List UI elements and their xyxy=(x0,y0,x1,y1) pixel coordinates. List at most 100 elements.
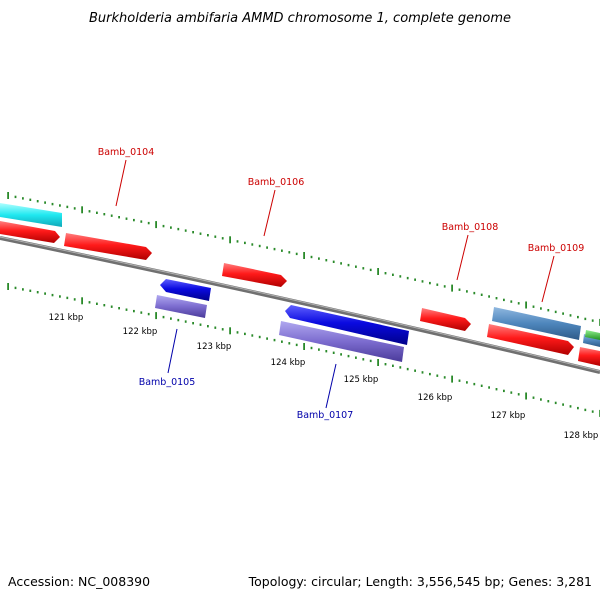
minor-tick xyxy=(214,235,217,238)
minor-tick xyxy=(392,364,394,367)
gene-arrow-0103[interactable] xyxy=(0,221,60,243)
rna-bar-bamb-0107[interactable] xyxy=(279,321,404,362)
minor-tick xyxy=(140,220,143,223)
minor-tick xyxy=(177,318,180,322)
minor-tick xyxy=(66,296,69,300)
minor-tick xyxy=(221,328,224,331)
minor-tick xyxy=(503,389,505,393)
minor-tick xyxy=(51,202,54,206)
minor-tick xyxy=(318,257,320,260)
minor-tick xyxy=(332,351,335,354)
major-tick xyxy=(81,206,83,214)
genome-summary-text: Topology: circular; Length: 3,556,545 bp… xyxy=(248,574,592,589)
label-bamb-0104[interactable]: Bamb_0104 xyxy=(98,147,155,158)
gene-arrow-0110[interactable] xyxy=(578,347,600,366)
genome-backbone-highlight xyxy=(0,236,600,372)
minor-tick xyxy=(347,263,350,267)
leader-bamb-0108 xyxy=(456,234,469,281)
major-tick xyxy=(303,252,305,259)
leader-bamb-0104 xyxy=(115,159,127,207)
minor-tick xyxy=(88,210,91,213)
minor-tick xyxy=(125,217,128,220)
minor-tick xyxy=(236,240,239,243)
minor-tick xyxy=(392,273,394,276)
minor-tick xyxy=(332,260,335,263)
major-tick xyxy=(229,327,231,335)
minor-tick xyxy=(384,272,387,275)
tick-label: 126 kbp xyxy=(418,393,453,403)
minor-tick xyxy=(73,207,76,210)
leader-bamb-0109 xyxy=(541,255,555,303)
genome-backbone xyxy=(0,236,600,374)
minor-tick xyxy=(584,408,587,412)
minor-tick xyxy=(458,379,461,382)
minor-tick xyxy=(443,285,446,288)
label-bamb-0107[interactable]: Bamb_0107 xyxy=(297,410,354,421)
minor-tick xyxy=(14,195,17,199)
minor-tick xyxy=(51,293,54,297)
minor-tick xyxy=(488,386,490,389)
forward-strand-features xyxy=(0,203,600,366)
minor-tick xyxy=(118,307,120,310)
tick-label: 121 kbp xyxy=(49,313,84,323)
minor-tick xyxy=(384,363,387,366)
gene-arrow-bamb-0107[interactable] xyxy=(285,305,409,345)
minor-tick xyxy=(369,268,372,272)
gene-arrow-bamb-0108[interactable] xyxy=(420,308,471,331)
label-bamb-0105[interactable]: Bamb_0105 xyxy=(139,377,196,388)
gene-arrow-bamb-0109[interactable] xyxy=(487,324,574,355)
minor-tick xyxy=(355,356,357,359)
minor-tick xyxy=(36,200,39,203)
gene-arrow-bamb-0104[interactable] xyxy=(64,233,152,260)
minor-tick xyxy=(170,317,172,320)
steel-feature[interactable] xyxy=(492,307,581,340)
minor-tick xyxy=(221,237,224,240)
minor-tick xyxy=(251,334,254,337)
gene-arrow-bamb-0105[interactable] xyxy=(160,279,211,301)
major-tick xyxy=(525,301,527,309)
minor-tick xyxy=(207,325,209,328)
minor-tick xyxy=(295,343,298,347)
major-tick xyxy=(155,221,157,229)
major-tick xyxy=(81,297,83,305)
minor-tick xyxy=(29,289,32,292)
minor-tick xyxy=(29,198,32,201)
minor-tick xyxy=(480,384,483,387)
minor-tick xyxy=(147,221,150,225)
minor-tick xyxy=(96,211,98,214)
leader-bamb-0106 xyxy=(263,189,276,237)
tick-labels: 121 kbp 122 kbp 123 kbp 124 kbp 125 kbp … xyxy=(49,313,599,441)
major-tick xyxy=(451,284,453,292)
gene-arrow-bamb-0106[interactable] xyxy=(222,263,287,287)
minor-tick xyxy=(103,213,106,216)
leader-bamb-0105 xyxy=(167,328,178,374)
rna-bar-bamb-0105[interactable] xyxy=(155,295,207,318)
minor-tick xyxy=(540,398,542,401)
minor-tick xyxy=(110,305,113,308)
label-bamb-0109[interactable]: Bamb_0109 xyxy=(528,243,585,254)
cyan-feature[interactable] xyxy=(0,203,62,227)
minor-tick xyxy=(547,309,550,312)
label-bamb-0106[interactable]: Bamb_0106 xyxy=(248,177,305,188)
minor-tick xyxy=(399,366,402,369)
minor-tick xyxy=(251,243,254,246)
minor-tick xyxy=(288,342,291,345)
major-tick xyxy=(7,192,9,199)
tick-label: 128 kbp xyxy=(564,431,599,441)
leader-bamb-0107 xyxy=(325,363,337,409)
minor-tick xyxy=(140,311,143,314)
minor-tick xyxy=(436,283,439,286)
minor-tick xyxy=(170,226,172,229)
minor-tick xyxy=(244,241,246,245)
minor-tick xyxy=(125,308,128,311)
green-feature[interactable] xyxy=(585,330,600,340)
tick-label: 122 kbp xyxy=(123,327,158,337)
minor-tick xyxy=(36,291,39,294)
minor-tick xyxy=(369,359,372,363)
minor-tick xyxy=(510,300,513,303)
minor-tick xyxy=(355,265,357,268)
minor-tick xyxy=(591,319,594,322)
label-bamb-0108[interactable]: Bamb_0108 xyxy=(442,222,499,233)
minor-tick xyxy=(488,295,490,298)
